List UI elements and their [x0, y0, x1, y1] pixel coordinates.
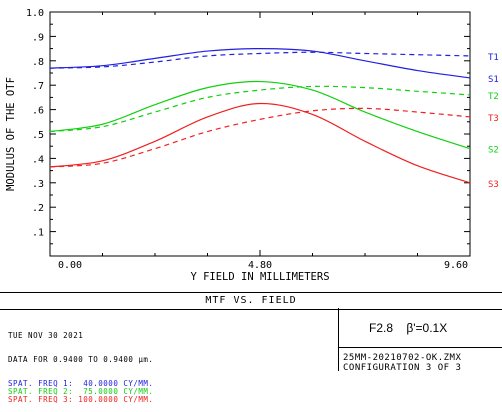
wavelength-line: DATA FOR 0.9400 TO 0.9400 µm.: [8, 355, 154, 364]
x-tick-label: 4.80: [248, 260, 272, 271]
chart-title: MTF VS. FIELD: [205, 295, 297, 306]
date-line: TUE NOV 30 2021: [8, 331, 84, 340]
series-label-t3: T3: [488, 114, 499, 124]
y-tick-label: .3: [32, 179, 44, 190]
series-line-t3: [49, 107, 471, 168]
frequency-list: SPAT. FREQ 1: 40.0000 CY/MM. SPAT. FREQ 2…: [8, 380, 153, 404]
x-axis-label: Y FIELD IN MILLIMETERS: [190, 271, 329, 283]
series-label-t1: T1: [488, 53, 499, 63]
series-label-s2: S2: [488, 146, 499, 156]
config-panel: F2.8 β'=0.1X 25MM-20210702-OK.ZMX CONFIG…: [338, 308, 502, 373]
configuration-line: CONFIGURATION 3 OF 3: [343, 363, 462, 373]
spatial-frequency-line: SPAT. FREQ 3: 100.0000 CY/MM.: [8, 395, 154, 404]
y-tick-label: .7: [32, 81, 44, 92]
y-tick-label: .9: [32, 32, 44, 43]
y-tick-label: .1: [32, 228, 44, 239]
series-label-s3: S3: [488, 180, 499, 190]
info-panel: TUE NOV 30 2021 DATA FOR 0.9400 TO 0.940…: [8, 316, 153, 412]
spatial-frequency-line: SPAT. FREQ 1: 40.0000 CY/MM.: [8, 379, 154, 388]
chart-title-bar: MTF VS. FIELD: [0, 292, 502, 310]
y-axis-label: MODULUS OF THE OTF: [5, 77, 17, 191]
y-tick-label: .4: [32, 154, 44, 165]
series-line-t2: [49, 85, 471, 133]
y-tick-label: .2: [32, 203, 44, 214]
x-tick-label: 0.00: [58, 260, 82, 271]
x-tick-label: 9.60: [444, 260, 468, 271]
y-tick-label: .8: [32, 57, 44, 68]
series-label-t2: T2: [488, 92, 499, 102]
mtf-chart: 1.0 .9 .8 .7 .6 .5 .4 .3 .2 .1 0.00 4.80 9.60 Y FIELD…: [5, 8, 499, 283]
series-line-s3: [49, 102, 471, 184]
series-line-t1: [49, 51, 471, 69]
series-line-s2: [49, 80, 471, 150]
series-label-s1: S1: [488, 75, 499, 85]
y-tick-label: .6: [32, 106, 44, 117]
file-info: 25MM-20210702-OK.ZMX CONFIGURATION 3 OF …: [343, 353, 461, 373]
spatial-frequency-line: SPAT. FREQ 2: 75.0000 CY/MM.: [8, 387, 154, 396]
y-tick-label: .5: [32, 130, 44, 141]
handwritten-note: F2.8 β'=0.1X: [339, 308, 502, 348]
y-tick-label: 1.0: [26, 8, 44, 19]
file-name: 25MM-20210702-OK.ZMX: [343, 353, 462, 363]
series-line-s1: [49, 47, 471, 79]
